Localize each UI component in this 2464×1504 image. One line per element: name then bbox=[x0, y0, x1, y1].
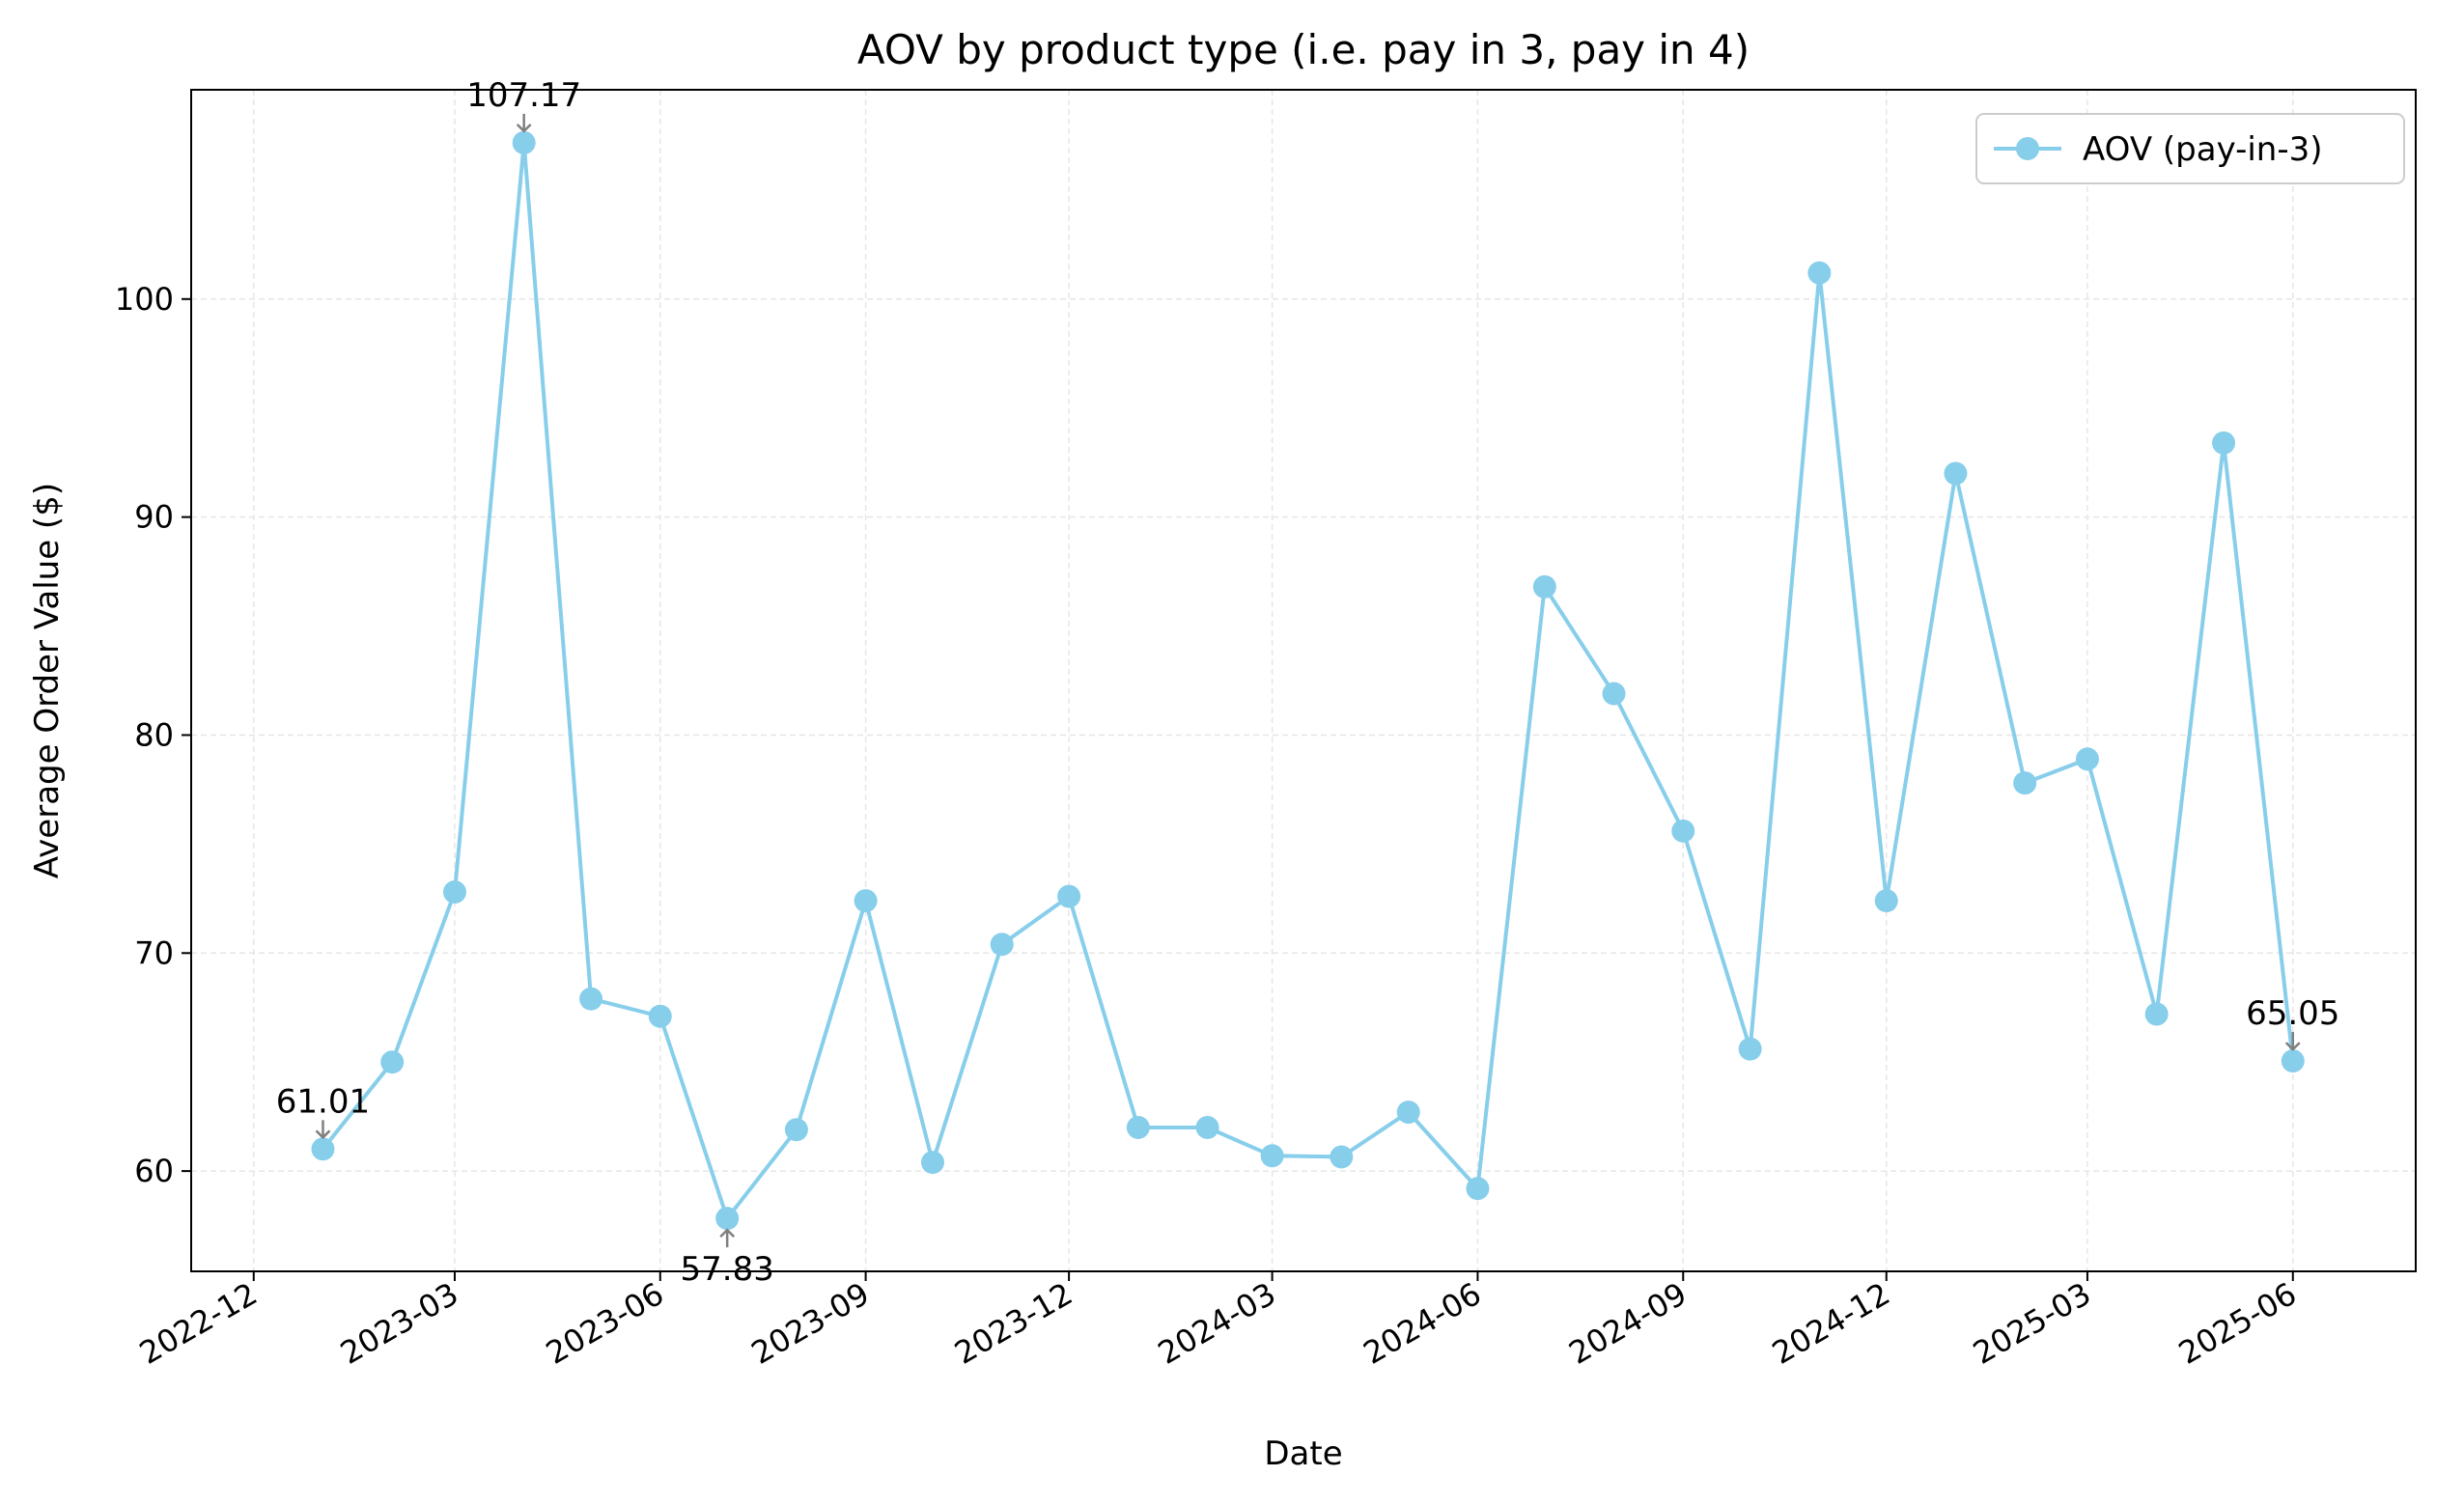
annotation: 57.83 bbox=[681, 1228, 774, 1289]
data-point bbox=[715, 1207, 740, 1231]
chart-title: AOV by product type (i.e. pay in 3, pay … bbox=[857, 26, 1750, 73]
annotation-arrowhead bbox=[2284, 1042, 2301, 1051]
y-tick-label: 70 bbox=[134, 934, 174, 971]
annotation: 65.05 bbox=[2246, 994, 2339, 1051]
data-point bbox=[579, 987, 603, 1011]
data-point bbox=[311, 1137, 335, 1161]
annotation: 107.17 bbox=[466, 76, 581, 133]
x-axis-label: Date bbox=[1264, 1434, 1342, 1473]
data-point bbox=[1944, 461, 1968, 486]
data-point bbox=[1260, 1144, 1284, 1168]
data-point bbox=[2212, 431, 2236, 455]
annotation-label: 57.83 bbox=[681, 1250, 774, 1289]
data-point bbox=[1330, 1145, 1354, 1169]
annotation-label: 61.01 bbox=[276, 1082, 370, 1121]
y-axis: 60 70 80 90 100 bbox=[115, 281, 191, 1189]
legend-label: AOV (pay-in-3) bbox=[2083, 130, 2323, 169]
annotation-layer: 61.01 107.17 57.83 65.05 bbox=[276, 76, 2340, 1289]
data-point bbox=[990, 933, 1014, 957]
data-point bbox=[1532, 574, 1556, 599]
plot-frame bbox=[190, 89, 2417, 1272]
data-point bbox=[512, 130, 536, 154]
y-tick-label: 90 bbox=[134, 499, 174, 536]
data-point bbox=[1874, 889, 1898, 913]
y-axis-label: Average Order Value ($) bbox=[28, 483, 67, 878]
y-tick-label: 80 bbox=[134, 716, 174, 753]
data-point bbox=[2144, 1002, 2169, 1026]
data-point bbox=[1602, 682, 1626, 706]
data-point bbox=[1466, 1177, 1490, 1201]
data-point bbox=[1671, 819, 1695, 843]
data-point bbox=[1738, 1037, 1762, 1061]
data-point bbox=[1195, 1115, 1219, 1139]
y-tick-label: 100 bbox=[115, 281, 174, 318]
legend-marker bbox=[2016, 137, 2039, 160]
series-line bbox=[321, 140, 2295, 1221]
annotation-arrowhead bbox=[315, 1129, 331, 1140]
data-point bbox=[854, 889, 878, 913]
y-tick-label: 60 bbox=[134, 1153, 174, 1189]
data-point bbox=[2075, 747, 2099, 771]
data-point bbox=[1126, 1115, 1150, 1139]
annotation-label: 65.05 bbox=[2246, 994, 2339, 1033]
annotation-arrowhead bbox=[719, 1228, 736, 1239]
legend: AOV (pay-in-3) bbox=[1975, 113, 2405, 184]
data-point bbox=[442, 880, 466, 905]
data-point bbox=[784, 1118, 808, 1142]
data-point bbox=[1396, 1100, 1420, 1125]
annotation-label: 107.17 bbox=[466, 76, 581, 115]
data-point bbox=[1807, 261, 1832, 285]
series-layer bbox=[311, 130, 2305, 1231]
grid bbox=[191, 90, 2416, 1271]
data-point bbox=[2013, 771, 2037, 795]
data-point bbox=[921, 1151, 944, 1175]
annotation: 61.01 bbox=[276, 1082, 370, 1140]
data-point bbox=[2281, 1049, 2305, 1073]
legend-box bbox=[1975, 113, 2405, 184]
annotation-arrowhead bbox=[516, 123, 532, 133]
data-point bbox=[1057, 884, 1081, 908]
data-point bbox=[380, 1050, 405, 1074]
data-point bbox=[648, 1004, 672, 1028]
